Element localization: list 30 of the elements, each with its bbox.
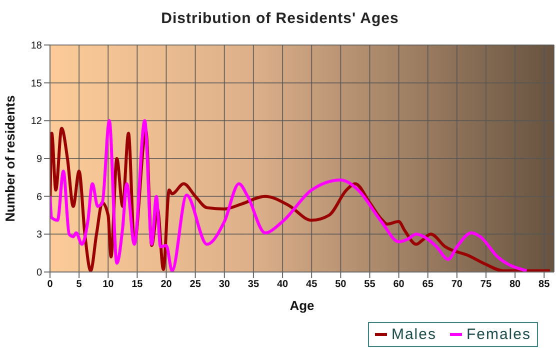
x-tick-label: 0	[47, 279, 54, 290]
y-tick-label: 12	[30, 116, 42, 128]
x-tick-label: 5	[76, 279, 82, 290]
x-tick-label: 20	[160, 279, 172, 290]
x-tick-label: 30	[218, 279, 230, 290]
x-axis-title: Age	[290, 298, 314, 313]
y-tick-label: 0	[36, 268, 42, 279]
x-tick-label: 50	[335, 279, 347, 290]
x-tick-label: 75	[480, 279, 492, 290]
y-tick-label: 3	[36, 230, 42, 241]
y-tick-label: 9	[36, 154, 42, 166]
x-tick-label: 60	[393, 279, 405, 290]
legend-label: Males	[390, 326, 436, 343]
chart-title: Distribution of Residents' Ages	[160, 10, 400, 27]
x-tick-label: 15	[132, 279, 144, 290]
legend-label: Females	[465, 326, 531, 343]
x-tick-label: 45	[306, 279, 318, 290]
x-tick-label: 85	[538, 279, 550, 290]
x-tick-label: 55	[364, 279, 376, 290]
x-tick-label: 65	[422, 279, 434, 290]
x-tick-label: 70	[451, 279, 463, 290]
x-tick-label: 25	[190, 279, 202, 290]
x-tick-label: 40	[276, 279, 289, 290]
y-tick-label: 15	[30, 78, 42, 90]
y-axis-title: Number of residents	[2, 95, 18, 222]
y-tick-label: 6	[36, 192, 42, 203]
y-tick-label: 18	[30, 40, 42, 52]
x-tick-label: 35	[248, 279, 260, 290]
x-tick-label: 80	[509, 279, 522, 290]
x-tick-label: 10	[102, 279, 114, 290]
